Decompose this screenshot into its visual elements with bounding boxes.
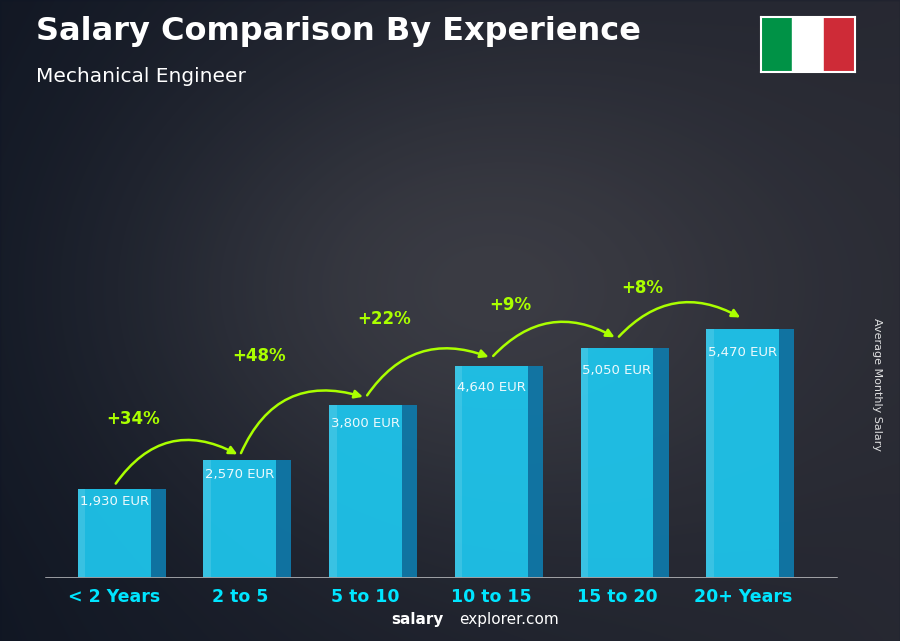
- Polygon shape: [527, 367, 543, 577]
- Text: 2,570 EUR: 2,570 EUR: [205, 469, 274, 481]
- Text: 5,470 EUR: 5,470 EUR: [708, 346, 778, 359]
- Text: +34%: +34%: [106, 410, 160, 428]
- Polygon shape: [329, 404, 402, 577]
- Text: +8%: +8%: [621, 278, 663, 297]
- Bar: [824, 17, 855, 72]
- Text: explorer.com: explorer.com: [459, 612, 559, 627]
- Polygon shape: [580, 348, 653, 577]
- Polygon shape: [150, 489, 166, 577]
- Bar: [760, 17, 792, 72]
- Polygon shape: [203, 460, 276, 577]
- Polygon shape: [454, 367, 463, 577]
- Text: 5,050 EUR: 5,050 EUR: [582, 364, 652, 377]
- Polygon shape: [779, 329, 795, 577]
- Text: +22%: +22%: [357, 310, 411, 328]
- Polygon shape: [329, 404, 337, 577]
- Polygon shape: [653, 348, 669, 577]
- Text: 4,640 EUR: 4,640 EUR: [457, 381, 526, 394]
- Text: 3,800 EUR: 3,800 EUR: [331, 417, 400, 429]
- Polygon shape: [276, 460, 292, 577]
- Polygon shape: [580, 348, 588, 577]
- Polygon shape: [706, 329, 714, 577]
- Polygon shape: [454, 367, 527, 577]
- Text: Salary Comparison By Experience: Salary Comparison By Experience: [36, 16, 641, 47]
- Bar: [792, 17, 824, 72]
- Polygon shape: [77, 489, 86, 577]
- Text: +48%: +48%: [232, 347, 285, 365]
- Text: 1,930 EUR: 1,930 EUR: [79, 495, 148, 508]
- Polygon shape: [77, 489, 150, 577]
- Text: Mechanical Engineer: Mechanical Engineer: [36, 67, 246, 87]
- Text: +9%: +9%: [489, 296, 531, 314]
- Polygon shape: [402, 404, 417, 577]
- Polygon shape: [706, 329, 779, 577]
- Polygon shape: [203, 460, 211, 577]
- Text: salary: salary: [392, 612, 444, 627]
- Text: Average Monthly Salary: Average Monthly Salary: [872, 318, 883, 451]
